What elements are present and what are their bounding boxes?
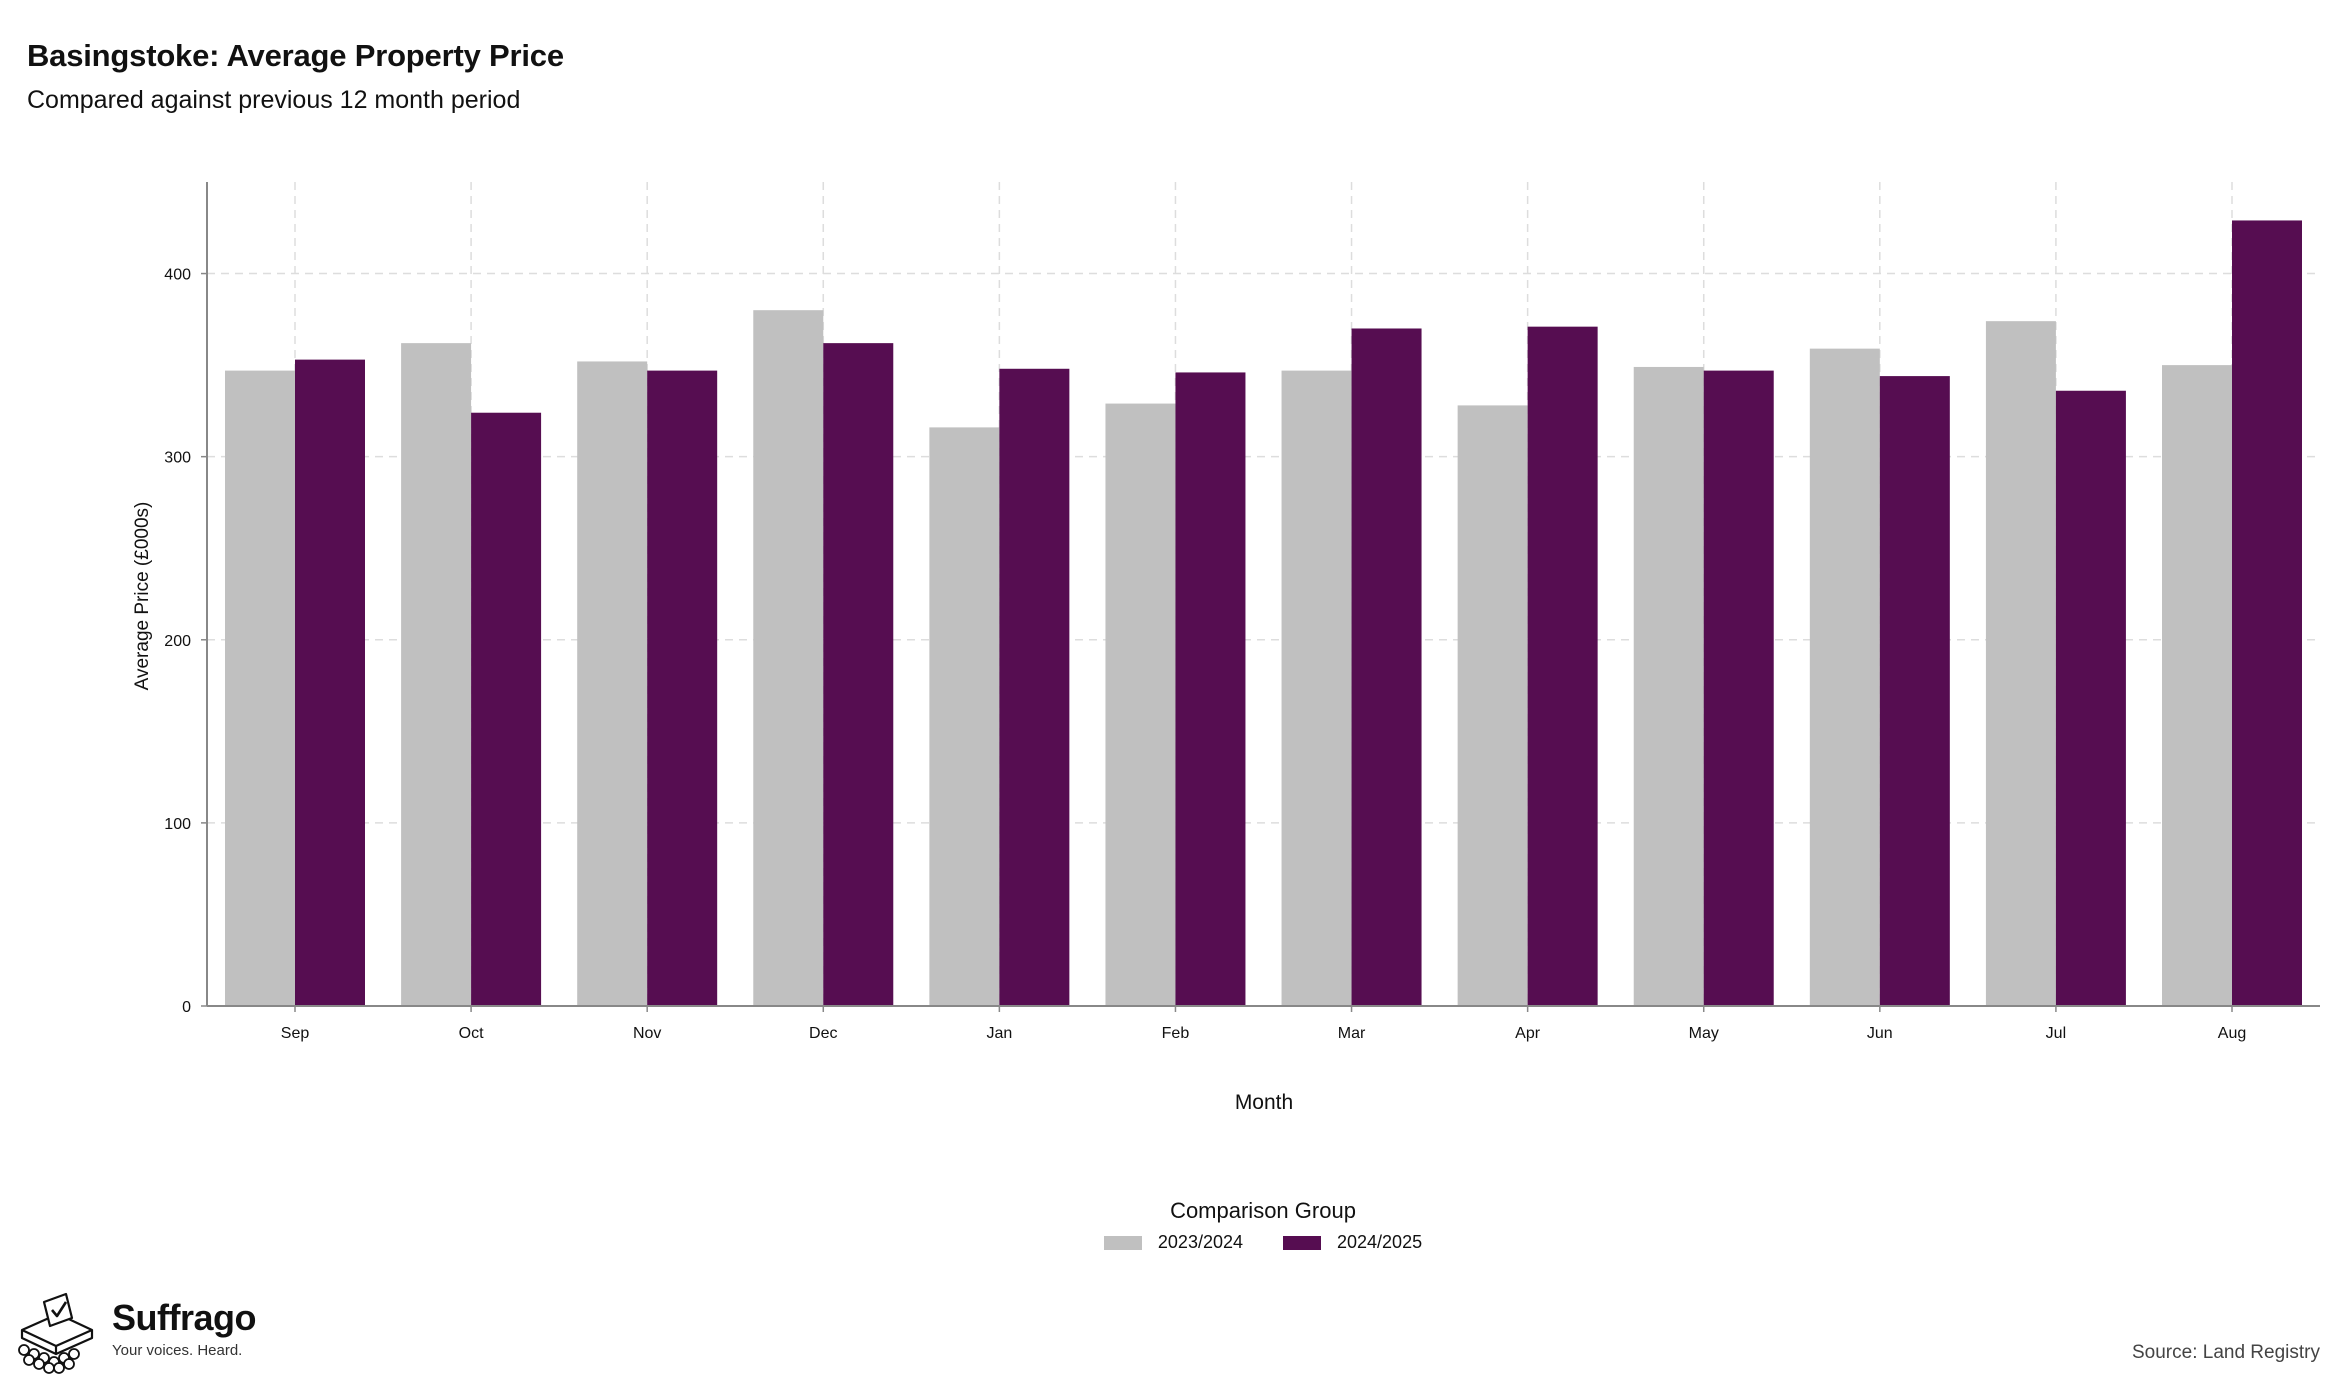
y-tick-label: 300 (164, 450, 191, 467)
y-tick-label: 200 (164, 633, 191, 650)
bar-2023-2024 (1105, 403, 1176, 1006)
bar-2023-2024 (2162, 365, 2232, 1007)
bar-2024-2025 (1175, 372, 1246, 1006)
bar-2023-2024 (753, 310, 824, 1007)
legend-item-2024-2025: 2024/2025 (1283, 1232, 1422, 1253)
bar-2023-2024 (401, 343, 472, 1006)
y-axis-title: Average Price (£000s) (132, 502, 153, 691)
bar-2024-2025 (2055, 390, 2126, 1006)
legend-swatch-2024-2025 (1283, 1235, 1321, 1250)
bar-2023-2024 (1985, 321, 2056, 1007)
bar-2024-2025 (823, 343, 894, 1006)
chart-title: Basingstoke: Average Property Price (27, 38, 564, 73)
legend-items: 2023/2024 2024/2025 (96, 1232, 2334, 1253)
legend-label-2024-2025: 2024/2025 (1337, 1232, 1423, 1252)
ballot-box-icon (18, 1292, 94, 1374)
legend-title: Comparison Group (1170, 1198, 1356, 1223)
brand-name: Suffrago (112, 1297, 257, 1338)
bar-2023-2024 (577, 361, 648, 1007)
x-axis-title: Month (1235, 1091, 1293, 1114)
legend: Comparison Group 2023/2024 2024/2025 (0, 1198, 2334, 1253)
bar-2023-2024 (225, 370, 295, 1006)
x-tick-label: Sep (281, 1025, 310, 1042)
x-tick-label: Dec (809, 1025, 837, 1042)
x-tick-label: Jun (1867, 1025, 1893, 1042)
bar-2024-2025 (647, 370, 718, 1006)
x-tick-label: Jan (986, 1025, 1012, 1042)
bar-2024-2025 (1879, 376, 1950, 1006)
bar-2023-2024 (1281, 370, 1352, 1006)
source-note: Source: Land Registry (2132, 1342, 2320, 1363)
x-tick-label: Apr (1515, 1025, 1541, 1042)
bar-2024-2025 (1527, 326, 1598, 1006)
bar-2023-2024 (1633, 366, 1704, 1006)
x-tick-label: Feb (1162, 1025, 1190, 1042)
legend-swatch-2023-2024 (1103, 1235, 1142, 1250)
chart-subtitle: Compared against previous 12 month perio… (27, 86, 521, 114)
y-tick-label: 0 (182, 999, 191, 1016)
bars (225, 220, 2302, 1007)
bar-2024-2025 (471, 412, 542, 1007)
legend-item-2023-2024: 2023/2024 (1103, 1232, 1243, 1253)
legend-label-2023-2024: 2023/2024 (1157, 1232, 1243, 1252)
y-tick-label: 400 (164, 267, 191, 284)
x-tick-label: May (1689, 1025, 1719, 1042)
brand-logo: Suffrago Your voices. Heard. (14, 1292, 257, 1374)
bar-2023-2024 (1457, 405, 1528, 1006)
bar-2024-2025 (2232, 220, 2302, 1006)
x-tick-label: Oct (459, 1025, 484, 1042)
bar-2024-2025 (999, 368, 1070, 1007)
bar-2024-2025 (1351, 328, 1422, 1006)
bar-2023-2024 (1809, 348, 1880, 1006)
x-tick-label: Jul (2046, 1025, 2066, 1042)
x-tick-label: Aug (2218, 1025, 2246, 1042)
axes (201, 182, 2320, 1012)
bar-2024-2025 (1703, 370, 1774, 1006)
tick-labels: 0 100 200 300 400 Sep Oct Nov Dec Jan Feb Mar Apr May… (164, 267, 2246, 1042)
brand-tagline: Your voices. Heard. (112, 1342, 243, 1359)
bar-2023-2024 (929, 427, 1000, 1006)
bar-2024-2025 (295, 359, 365, 1006)
x-tick-label: Mar (1338, 1025, 1366, 1042)
x-tick-label: Nov (633, 1025, 661, 1042)
y-tick-label: 100 (164, 816, 191, 833)
